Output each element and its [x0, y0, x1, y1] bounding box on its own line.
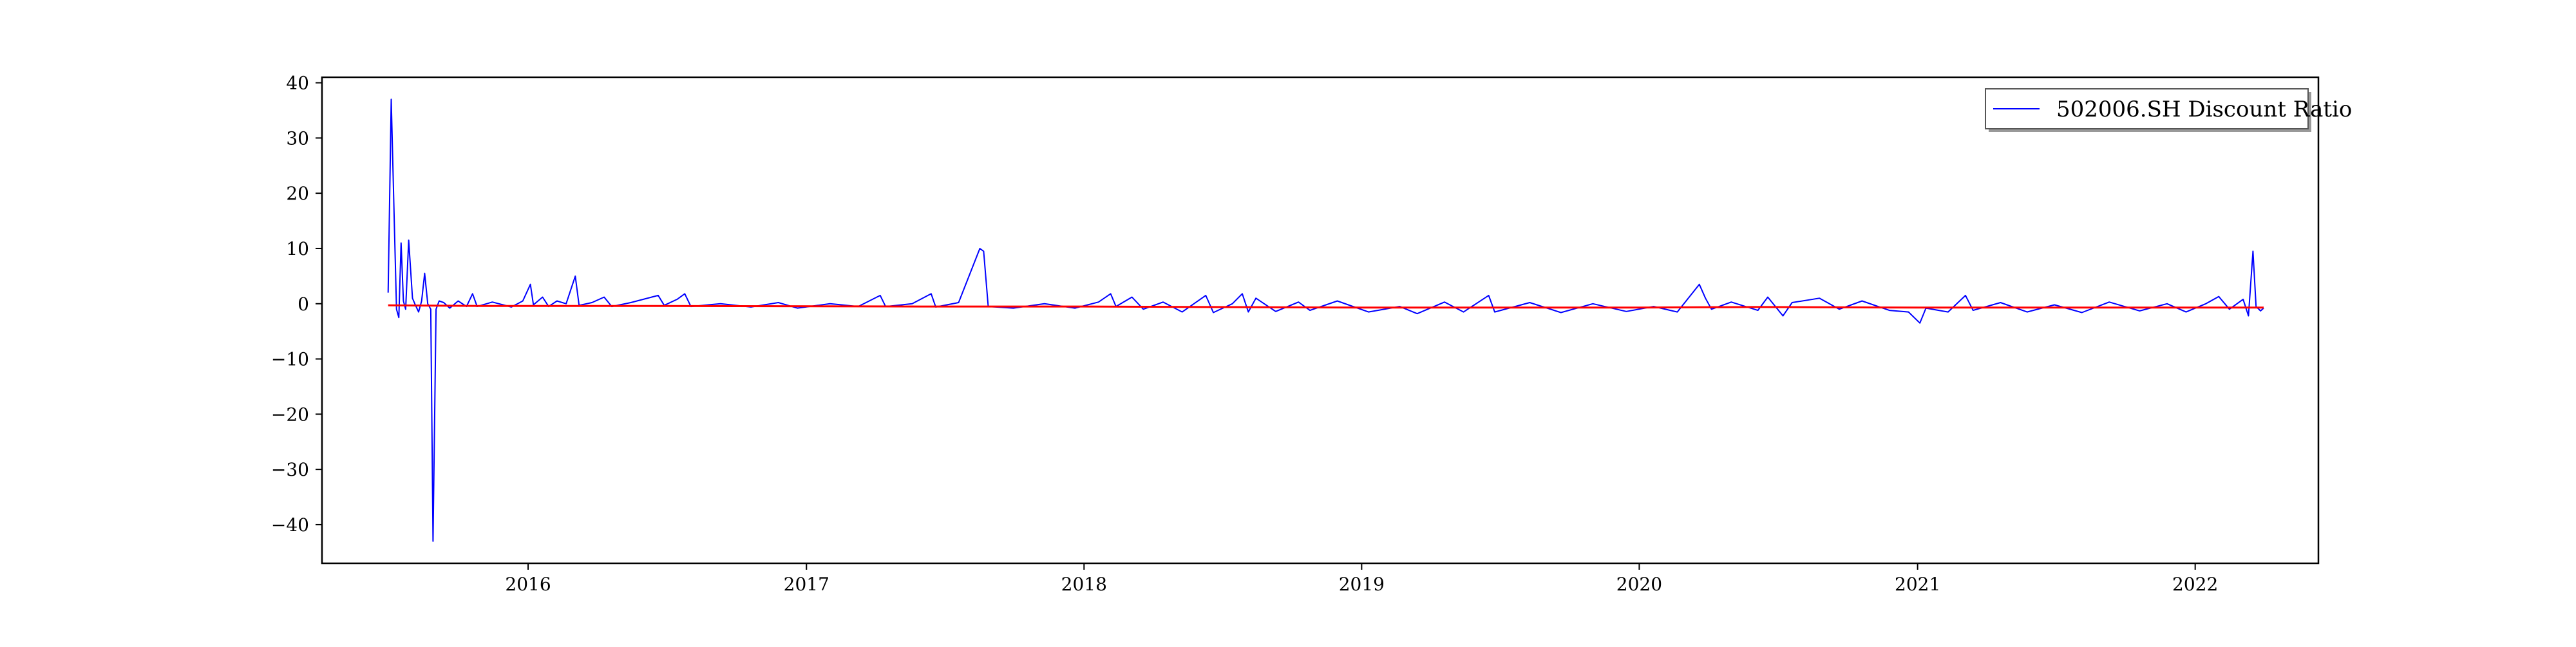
- y-tick-label: 30: [286, 127, 309, 149]
- y-axis: 40 30 20 10 0 −10 −20 −30 −40: [271, 73, 322, 536]
- y-tick-label: 40: [286, 73, 309, 94]
- y-tick-label: −20: [271, 404, 309, 425]
- series-line-discount-ratio: [387, 98, 2264, 542]
- plot-frame: [321, 76, 2320, 565]
- x-tick-label: 2020: [1616, 574, 1662, 595]
- plot-area: [322, 77, 2318, 563]
- series-layer: [387, 98, 2264, 542]
- x-axis: 2016 2017 2018 2019 2020 2021 2022: [505, 563, 2218, 595]
- series-line-reference: [388, 304, 2264, 309]
- x-tick-label: 2016: [505, 574, 551, 595]
- x-tick-label: 2021: [1895, 574, 1940, 595]
- y-tick-label: −10: [271, 349, 309, 370]
- y-tick-label: −40: [271, 514, 309, 536]
- x-tick-label: 2019: [1339, 574, 1385, 595]
- y-tick-label: 10: [286, 238, 309, 259]
- y-tick-label: 0: [298, 294, 309, 315]
- x-tick-label: 2017: [784, 574, 829, 595]
- legend-label: 502006.SH Discount Ratio: [2056, 97, 2352, 122]
- y-tick-label: 20: [286, 183, 309, 204]
- x-tick-label: 2022: [2172, 574, 2218, 595]
- legend: 502006.SH Discount Ratio: [1985, 88, 2352, 132]
- x-tick-label: 2018: [1061, 574, 1107, 595]
- y-tick-label: −30: [271, 459, 309, 480]
